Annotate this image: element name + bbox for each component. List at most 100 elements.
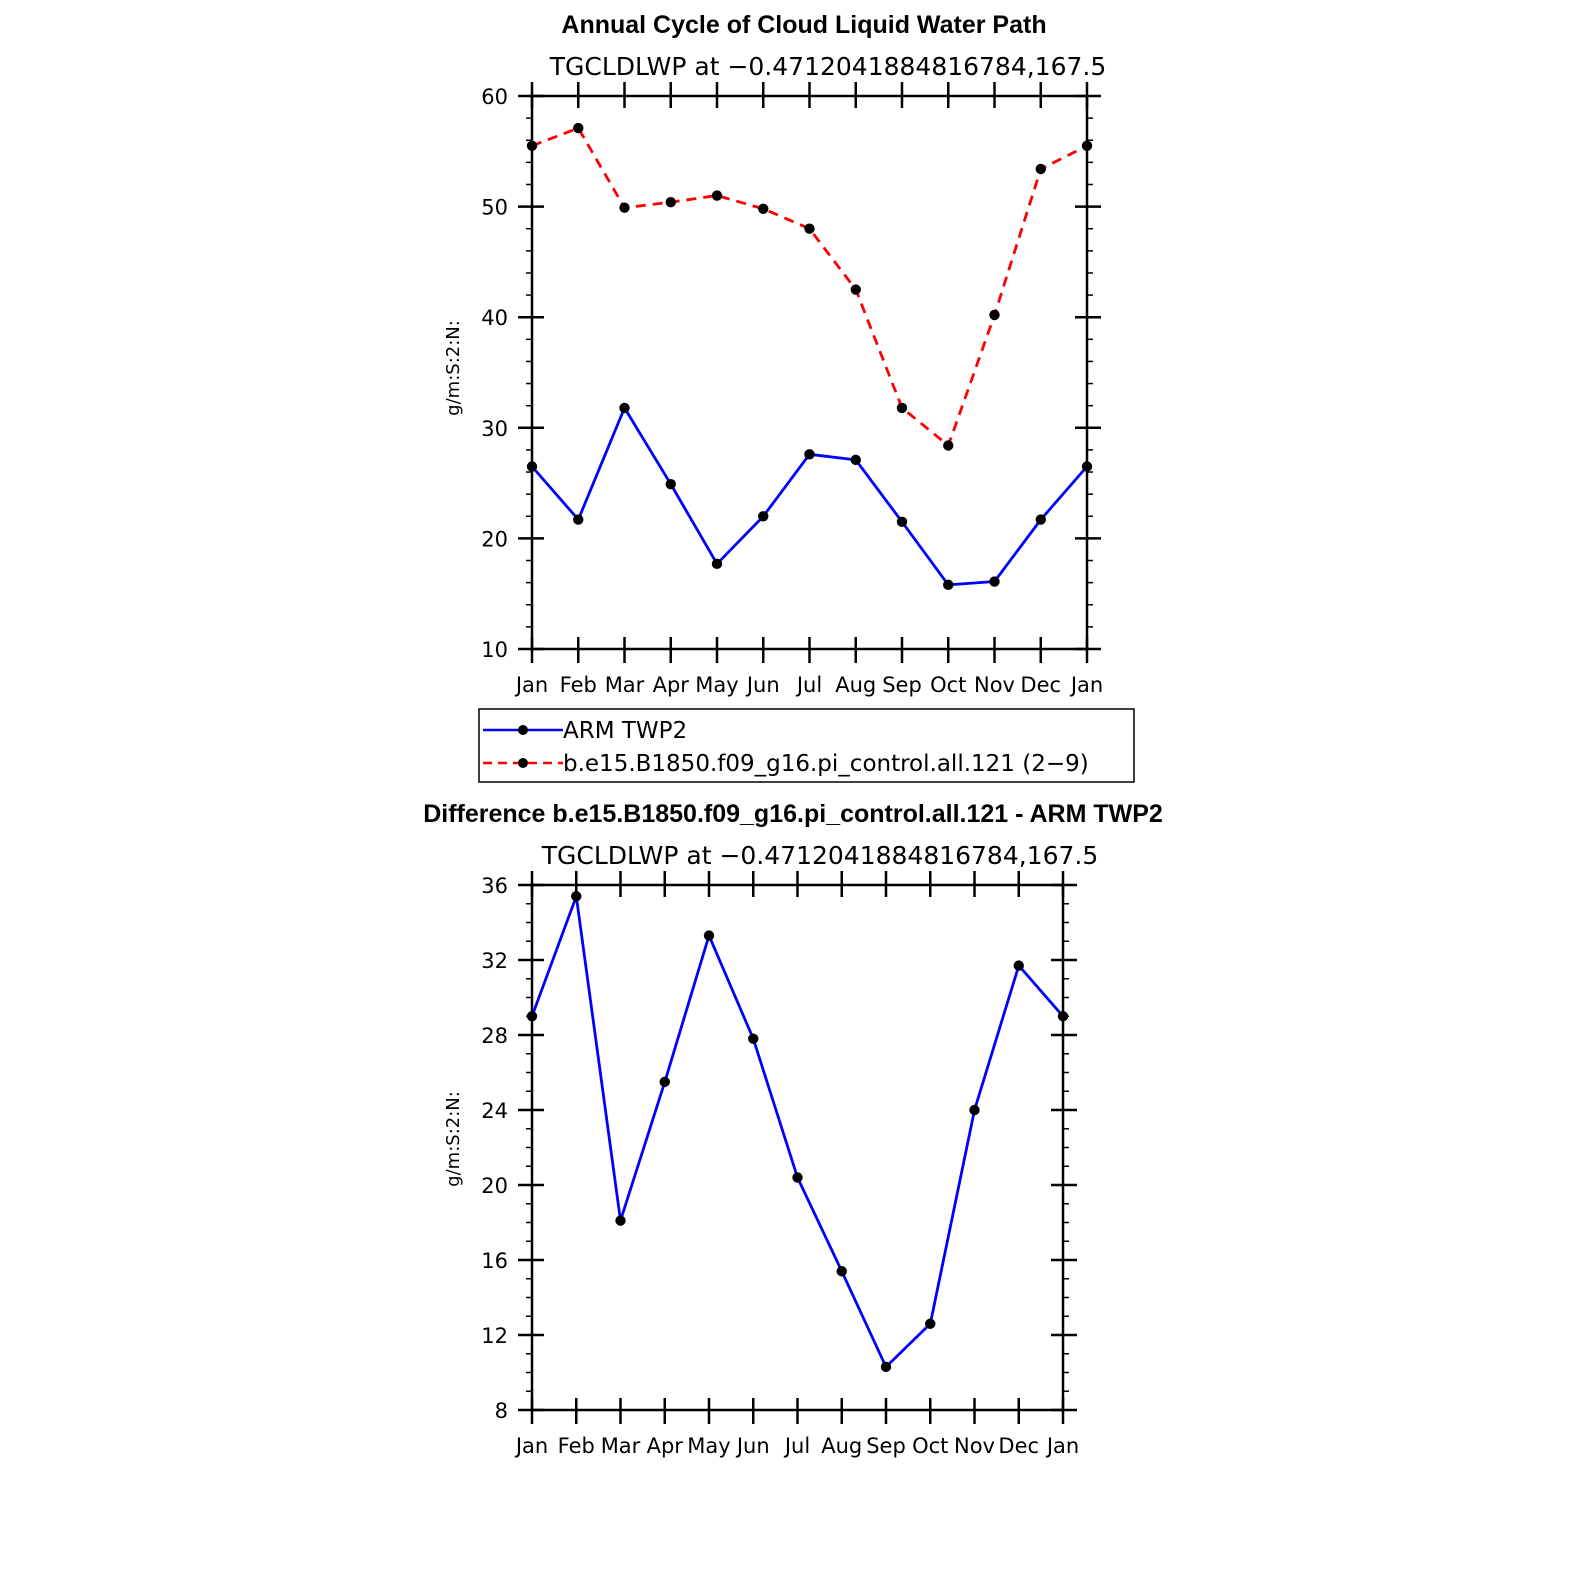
x-tick-label: Sep	[882, 673, 922, 697]
x-tick-label: May	[695, 673, 738, 697]
data-point	[969, 1104, 980, 1116]
data-point	[703, 930, 715, 941]
legend: ARM TWP2 b.e15.B1850.f09_g16.pi_control.…	[478, 708, 1135, 783]
x-tick-label: Feb	[560, 673, 597, 697]
data-point	[1035, 514, 1046, 525]
data-point	[619, 202, 630, 213]
y-tick-label: 50	[481, 196, 508, 220]
data-point	[758, 203, 769, 215]
data-point	[526, 140, 538, 151]
data-point	[896, 516, 908, 528]
data-point	[573, 514, 584, 525]
data-point	[571, 891, 582, 902]
y-tick-label: 16	[481, 1249, 508, 1273]
data-point	[1081, 140, 1093, 151]
data-point	[1035, 163, 1046, 175]
data-point	[748, 1033, 759, 1044]
x-tick-label: Mar	[605, 673, 645, 697]
data-point	[804, 449, 815, 460]
x-tick-label: Apr	[647, 1434, 684, 1458]
data-point	[836, 1266, 847, 1277]
y-tick-label: 20	[481, 1174, 508, 1198]
data-point	[792, 1172, 803, 1183]
x-tick-label: Feb	[558, 1434, 595, 1458]
y-tick-label: 20	[481, 527, 508, 551]
data-point	[896, 402, 908, 414]
legend-box	[478, 708, 1135, 783]
x-tick-label: Jan	[1069, 673, 1103, 697]
y-axis-label: g/m:S:2:N:	[443, 1091, 464, 1187]
data-point	[758, 511, 769, 522]
data-point	[943, 440, 954, 451]
x-tick-label: Apr	[653, 673, 690, 697]
plot-frame	[530, 94, 1089, 651]
x-tick-label: Dec	[998, 1434, 1039, 1458]
data-point	[880, 1361, 892, 1373]
annual-cycle-panel: Annual Cycle of Cloud Liquid Water Path …	[443, 11, 1106, 697]
data-point	[665, 479, 676, 490]
data-point	[711, 190, 723, 201]
difference-panel: Difference b.e15.B1850.f09_g16.pi_contro…	[423, 800, 1163, 1458]
data-point	[1013, 960, 1024, 971]
x-tick-label: Nov	[954, 1434, 995, 1458]
series-line-0	[530, 406, 1089, 587]
data-point	[989, 309, 1000, 321]
data-point	[850, 284, 861, 295]
data-point	[526, 1011, 538, 1022]
y-tick-label: 30	[481, 417, 508, 441]
y-tick-label: 60	[481, 85, 508, 109]
chart-subtitle: TGCLDLWP at −0.4712041884816784,167.5	[541, 841, 1099, 870]
data-point	[619, 402, 630, 414]
legend-label-arm: ARM TWP2	[563, 718, 687, 744]
legend-label-model: b.e15.B1850.f09_g16.pi_control.all.121 (…	[563, 751, 1089, 777]
data-point	[615, 1215, 626, 1226]
x-tick-label: Sep	[866, 1434, 906, 1458]
x-tick-label: Oct	[912, 1434, 948, 1458]
y-tick-label: 8	[495, 1399, 508, 1423]
x-tick-label: Jun	[735, 1434, 770, 1458]
y-tick-label: 40	[481, 306, 508, 330]
x-tick-label: Aug	[835, 673, 876, 697]
x-tick-label: Jul	[783, 1434, 810, 1458]
y-tick-label: 36	[481, 874, 508, 898]
x-tick-label: May	[687, 1434, 730, 1458]
x-tick-label: Aug	[821, 1434, 862, 1458]
data-point	[804, 223, 815, 234]
y-tick-label: 24	[481, 1099, 508, 1123]
data-point	[573, 122, 584, 134]
chart-subtitle: TGCLDLWP at −0.4712041884816784,167.5	[549, 52, 1107, 81]
y-tick-label: 32	[481, 949, 508, 973]
data-point	[943, 579, 954, 591]
plot-area: 10 20 30 40 50 60 Jan Feb Mar Apr May Jun Jul Aug Sep O…	[481, 82, 1103, 697]
x-tick-label: Oct	[930, 673, 966, 697]
data-point	[711, 558, 723, 570]
legend-marker-model	[518, 758, 528, 768]
plot-area: 8 12 16 20 24 28 32 36 Jan Feb Mar Apr May Jun Jul Aug S…	[481, 871, 1079, 1458]
y-axis-label: g/m:S:2:N:	[443, 320, 464, 416]
data-point	[925, 1318, 936, 1329]
data-point	[989, 576, 1000, 587]
data-point	[659, 1076, 670, 1088]
y-tick-label: 28	[481, 1024, 508, 1048]
x-tick-label: Mar	[601, 1434, 641, 1458]
data-point	[526, 461, 538, 472]
x-tick-label: Dec	[1020, 673, 1061, 697]
x-tick-label: Jan	[514, 1434, 548, 1458]
chart-title: Annual Cycle of Cloud Liquid Water Path	[561, 11, 1046, 39]
data-point	[1081, 461, 1093, 472]
y-tick-label: 10	[481, 638, 508, 662]
data-point	[850, 454, 861, 466]
x-tick-label: Nov	[974, 673, 1015, 697]
x-tick-label: Jan	[514, 673, 548, 697]
chart-title: Difference b.e15.B1850.f09_g16.pi_contro…	[423, 800, 1163, 828]
legend-marker-arm	[518, 725, 528, 735]
data-point	[665, 196, 676, 208]
x-tick-label: Jul	[795, 673, 822, 697]
x-tick-label: Jun	[745, 673, 780, 697]
series-line-0	[530, 894, 1065, 1369]
y-tick-label: 12	[481, 1324, 508, 1348]
data-point	[1057, 1011, 1069, 1022]
x-tick-label: Jan	[1045, 1434, 1079, 1458]
series-line-1	[531, 126, 1088, 447]
